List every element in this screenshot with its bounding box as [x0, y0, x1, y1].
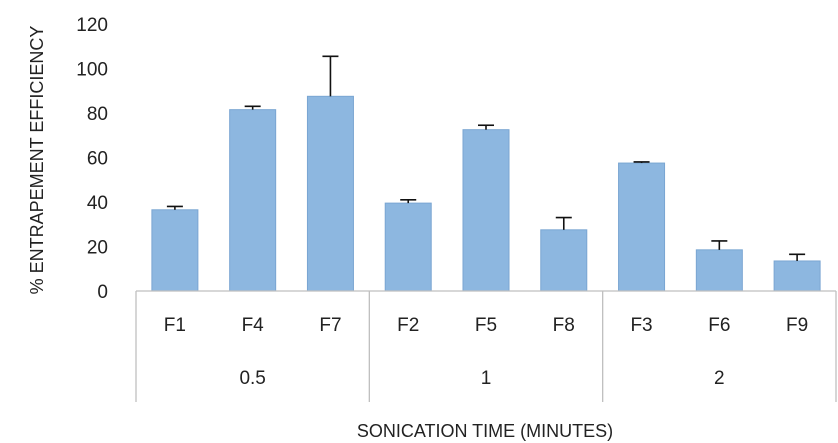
error-bars	[166, 55, 806, 261]
bar-F6	[695, 249, 743, 292]
y-tick-label: 20	[87, 238, 108, 259]
x-group-label: 2	[714, 368, 725, 389]
y-tick-label: 60	[87, 149, 108, 170]
x-tick-label: F4	[242, 315, 265, 336]
x-tick-label: F7	[319, 315, 341, 336]
bar-F9	[773, 260, 821, 292]
y-tick-label: 0	[97, 282, 108, 303]
x-group-label: 1	[481, 368, 492, 389]
bar-F4	[229, 109, 277, 292]
x-tick-label: F3	[630, 315, 652, 336]
x-axis-title: SONICATION TIME (MINUTES)	[357, 421, 613, 441]
y-tick-label: 40	[87, 193, 108, 214]
x-tick-label: F9	[786, 315, 808, 336]
y-axis-ticks: 0 20 40 60 80 100 120	[76, 15, 108, 303]
x-axis-group-labels: 0.5 1 2	[239, 368, 724, 389]
bar-F5	[462, 129, 510, 292]
axes	[135, 290, 837, 402]
bar-F2	[384, 202, 432, 292]
bar-F1	[151, 209, 199, 292]
y-tick-label: 80	[87, 104, 108, 125]
bar-F8	[540, 229, 588, 292]
y-tick-label: 120	[76, 15, 108, 36]
y-axis-title: % ENTRAPEMENT EFFICIENCY	[27, 26, 47, 295]
x-group-label: 0.5	[239, 368, 265, 389]
x-axis-category-labels: F1 F4 F7 F2 F5 F8 F3 F6 F9	[164, 315, 808, 336]
bar-F7	[306, 95, 354, 292]
x-tick-label: F8	[553, 315, 575, 336]
x-tick-label: F1	[164, 315, 186, 336]
x-tick-label: F6	[708, 315, 730, 336]
x-tick-label: F2	[397, 315, 419, 336]
y-tick-label: 100	[76, 60, 108, 81]
bar-F3	[618, 162, 666, 292]
x-tick-label: F5	[475, 315, 497, 336]
